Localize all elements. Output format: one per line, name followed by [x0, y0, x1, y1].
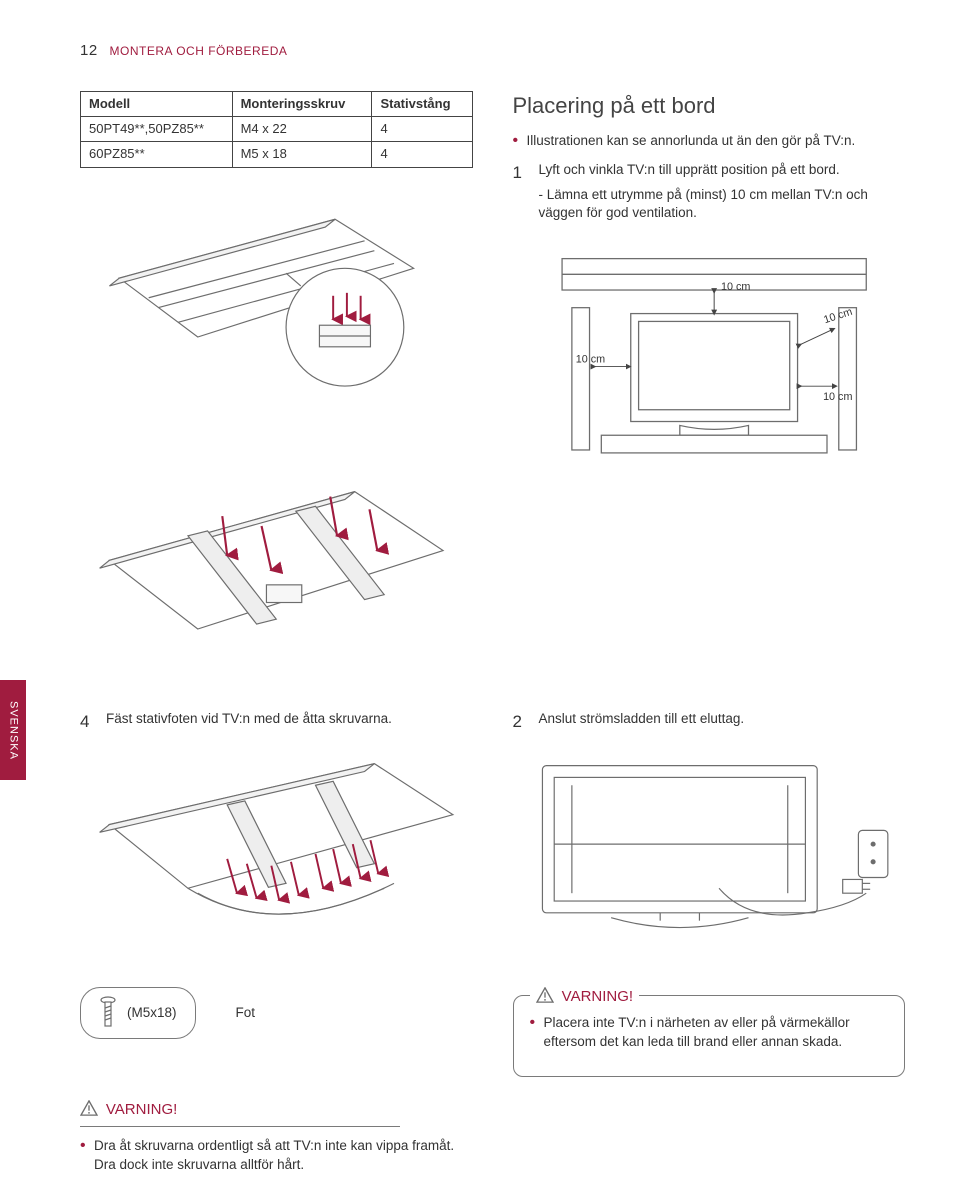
table-row: 60PZ85** M5 x 18 4	[81, 142, 473, 167]
dim-top: 10 cm	[721, 281, 750, 293]
page-number: 12	[80, 42, 98, 59]
assembly-diagram-2	[80, 472, 473, 674]
step-number: 2	[513, 710, 529, 734]
td: 4	[372, 142, 472, 167]
warning-icon	[80, 1100, 98, 1116]
warning-text: Placera inte TV:n i närheten av eller på…	[530, 1014, 889, 1052]
power-diagram	[513, 746, 906, 948]
tv-power-icon	[513, 746, 906, 942]
spec-table: Modell Monteringsskruv Stativstång 50PT4…	[80, 91, 473, 168]
step-text: Fäst stativfoten vid TV:n med de åtta sk…	[106, 710, 473, 734]
warning-1-box: VARNING! Placera inte TV:n i närheten av…	[513, 995, 906, 1077]
screw-pill: (M5x18)	[80, 987, 196, 1039]
tv-back-rails-icon	[80, 472, 473, 668]
th-screw: Monteringsskruv	[232, 92, 372, 117]
td: 50PT49**,50PZ85**	[81, 117, 233, 142]
stand-screws-icon	[80, 746, 473, 952]
td: M4 x 22	[232, 117, 372, 142]
dim-right2: 10 cm	[823, 391, 852, 403]
fot-label: Fot	[236, 1004, 256, 1023]
table-row: 50PT49**,50PZ85** M4 x 22 4	[81, 117, 473, 142]
warning-title: VARNING!	[106, 1101, 177, 1118]
page-header: 12 MONTERA OCH FÖRBEREDA	[80, 40, 905, 61]
step-number: 4	[80, 710, 96, 734]
screw-label: (M5x18)	[127, 1004, 177, 1023]
td: 60PZ85**	[81, 142, 233, 167]
step-2: 2 Anslut strömsladden till ett eluttag.	[513, 710, 906, 734]
tv-shelf-icon: 10 cm 10 cm 10 cm 10 cm	[513, 239, 906, 475]
section-heading: Placering på ett bord	[513, 91, 906, 122]
step-sub: - Lämna ett utrymme på (minst) 10 cm mel…	[539, 186, 906, 224]
warning-text: Dra åt skruvarna ordentligt så att TV:n …	[80, 1137, 473, 1175]
tv-back-top-icon	[80, 180, 473, 455]
step-text: Lyft och vinkla TV:n till upprätt positi…	[539, 162, 840, 177]
td: 4	[372, 117, 472, 142]
warning-title-wrap: VARNING!	[530, 986, 640, 1007]
dim-left: 10 cm	[575, 354, 604, 366]
intro-note: Illustrationen kan se annorlunda ut än d…	[513, 132, 906, 151]
warning-title: VARNING!	[562, 988, 633, 1005]
step-text: Anslut strömsladden till ett eluttag.	[539, 710, 906, 734]
step-4: 4 Fäst stativfoten vid TV:n med de åtta …	[80, 710, 473, 734]
warning-2-wrap: VARNING! Dra åt skruvarna ordentligt så …	[80, 1099, 473, 1175]
th-model: Modell	[81, 92, 233, 117]
assembly-diagram-1	[80, 180, 473, 460]
language-tab: SVENSKA	[0, 680, 26, 780]
page-title: MONTERA OCH FÖRBEREDA	[110, 44, 288, 58]
td: M5 x 18	[232, 142, 372, 167]
step-number: 1	[513, 161, 529, 224]
placement-diagram: 10 cm 10 cm 10 cm 10 cm	[513, 239, 906, 480]
th-stand: Stativstång	[372, 92, 472, 117]
stand-assembly-diagram	[80, 746, 473, 958]
screw-info: (M5x18) Fot	[80, 987, 473, 1039]
step-1: 1 Lyft och vinkla TV:n till upprätt posi…	[513, 161, 906, 224]
warning-icon	[536, 987, 554, 1003]
table-header-row: Modell Monteringsskruv Stativstång	[81, 92, 473, 117]
screw-icon	[99, 996, 117, 1030]
